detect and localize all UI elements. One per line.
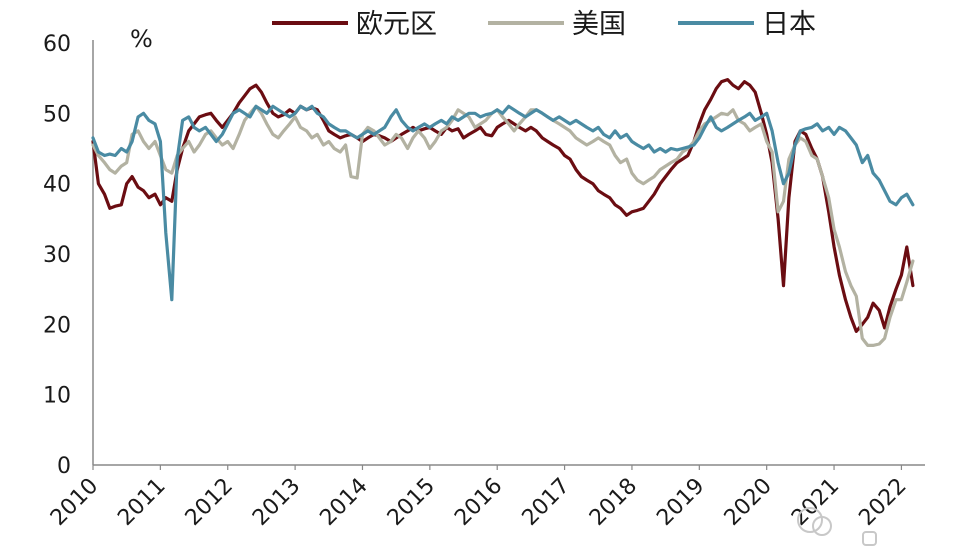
x-tick-label: 2013: [248, 474, 305, 531]
y-axis-label: %: [130, 25, 153, 53]
legend-label-1: 欧元区: [356, 9, 437, 40]
y-axis-ticks: 0 10 20 30 40 50 60: [43, 32, 71, 479]
x-tick-label: 2018: [585, 474, 642, 531]
y-tick-label: 20: [43, 313, 71, 338]
x-tick-label: 2021: [787, 474, 844, 531]
x-tick-label: 2012: [181, 474, 238, 531]
y-tick-label: 40: [43, 173, 71, 198]
series-line-2: [91, 104, 915, 347]
x-tick-label: 2010: [46, 474, 103, 531]
legend-label-2: 美国: [572, 9, 626, 40]
y-tick-label: 0: [57, 454, 71, 479]
y-tick-label: 10: [43, 384, 71, 409]
chart-axes: [92, 40, 925, 466]
x-tick-label: 2011: [113, 474, 170, 531]
x-tick-label: 2014: [315, 474, 372, 531]
x-tick-label: 2019: [652, 474, 709, 531]
x-axis-ticks: 2010 2011 2012 2013 2014 2015 2016 2017 2018 2019…: [46, 465, 912, 531]
y-tick-label: 50: [43, 102, 71, 127]
x-tick-label: 2016: [450, 474, 507, 531]
x-tick-label: 2015: [383, 474, 440, 531]
legend-label-3: 日本: [762, 9, 816, 40]
x-tick-label: 2017: [518, 474, 575, 531]
x-tick-label: 2020: [720, 474, 777, 531]
watermark-logo: [797, 507, 877, 546]
y-tick-label: 30: [43, 243, 71, 268]
y-tick-label: 60: [43, 32, 71, 57]
legend: 欧元区 美国 日本: [272, 9, 816, 40]
data-series: [91, 78, 915, 347]
x-tick-label: 2022: [854, 474, 911, 531]
series-line-3: [91, 104, 915, 302]
